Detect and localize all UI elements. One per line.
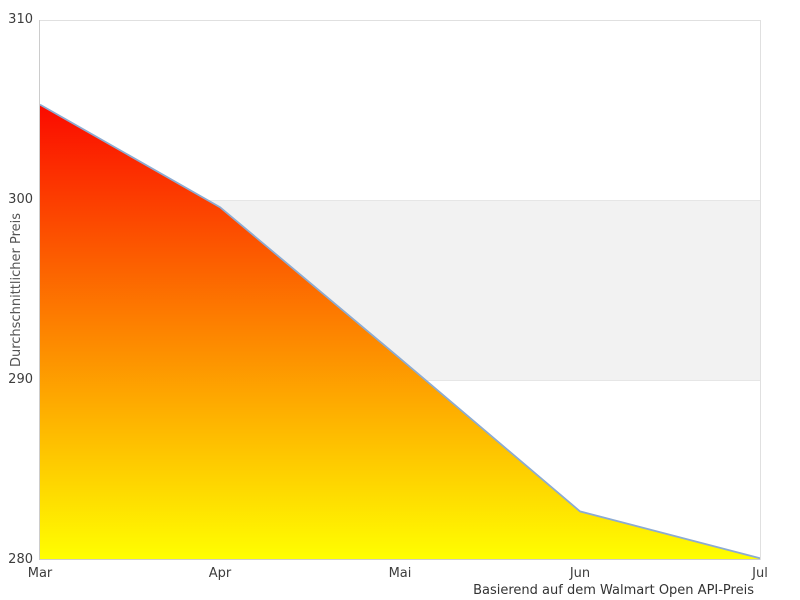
x-tick-label-apr: Apr [208, 566, 232, 581]
y-tick-label-280: 280 [8, 552, 33, 567]
x-tick-label-mai: Mai [388, 566, 412, 581]
series-area-fill [40, 104, 760, 560]
axis-border-lines [39, 20, 761, 560]
series-line [39, 103, 761, 560]
x-axis-caption: Basierend auf dem Walmart Open API-Preis [473, 583, 754, 598]
x-tick-label-mar: Mar [27, 566, 53, 581]
y-tick-label-300: 300 [8, 192, 33, 207]
y-tick-label-310: 310 [8, 12, 33, 27]
x-tick-label-jul: Jul [752, 566, 768, 581]
y-tick-label-290: 290 [8, 372, 33, 387]
x-tick-label-jun: Jun [569, 566, 591, 581]
y-axis-title: Durchschnittlicher Preis [9, 212, 24, 368]
